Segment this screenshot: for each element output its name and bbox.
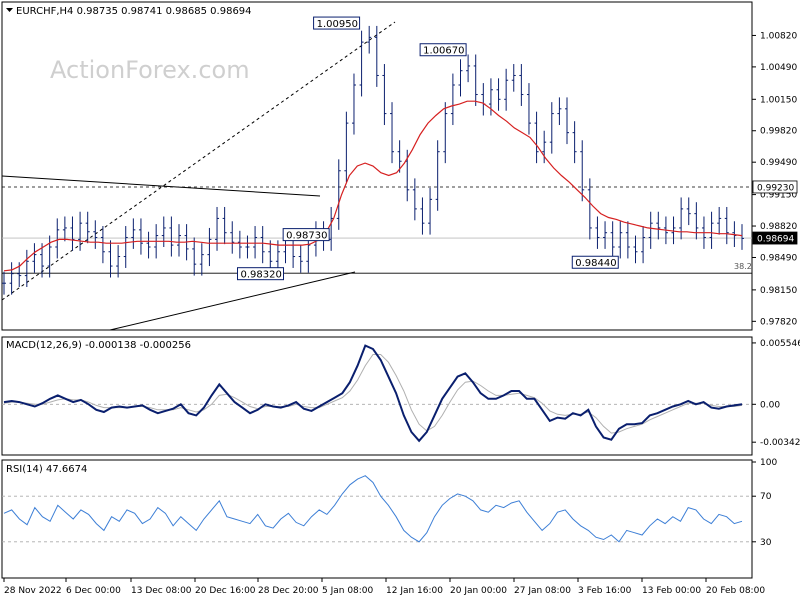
x-tick-label: 12 Jan 16:00 [386, 586, 443, 596]
rsi-header: RSI(14) 47.6674 [6, 464, 87, 475]
price-annotation-label: 1.00670 [423, 46, 464, 57]
price-y-tick-label: 0.99820 [760, 127, 797, 137]
level-price-tag-label: 0.99230 [757, 183, 794, 193]
last-price-tag-label: 0.98694 [757, 235, 794, 245]
macd-header: MACD(12,26,9) -0.000138 -0.000256 [6, 340, 191, 351]
price-y-tick-label: 0.98150 [760, 286, 797, 296]
dotted-trendline [1, 21, 396, 301]
rsi-y-tick-label: 30 [760, 538, 772, 548]
chart-menu-arrow-icon[interactable] [6, 8, 13, 12]
macd-line [3, 344, 743, 443]
price-annotation-label: 0.98440 [575, 258, 616, 269]
price-annotation-box [282, 228, 330, 242]
price-annotation-label: 0.98730 [286, 231, 327, 242]
price-y-tick-label: 1.00150 [760, 95, 797, 105]
price-annotation-label: 0.98320 [241, 270, 282, 281]
x-tick-label: 3 Feb 16:00 [578, 586, 632, 596]
price-annotation-box [237, 267, 285, 281]
x-tick-label: 20 Jan 00:00 [450, 586, 507, 596]
price-y-tick-label: 0.98820 [760, 222, 797, 232]
price-y-tick-label: 1.00490 [760, 63, 797, 73]
rsi-line [3, 475, 743, 543]
price-header: EURCHF,H4 0.98735 0.98741 0.98685 0.9869… [16, 6, 252, 17]
lower-trendline [109, 271, 356, 331]
level-price-tag [752, 180, 798, 194]
upper-trendline [1, 175, 321, 197]
price-y-tick-label: 0.97820 [760, 317, 797, 327]
x-tick-label: 28 Nov 2022 [4, 586, 62, 596]
x-tick-label: 5 Jan 08:00 [322, 586, 374, 596]
x-tick-label: 20 Feb 08:00 [706, 586, 765, 596]
price-y-tick-label: 0.99490 [760, 158, 797, 168]
price-annotation-label: 1.00950 [317, 19, 358, 30]
macd-y-tick-label: -0.003423 [760, 438, 800, 448]
macd-panel [1, 336, 753, 456]
price-y-tick-label: 0.98490 [760, 253, 797, 263]
fibonacci-label: 38.2 [734, 262, 752, 271]
rsi-y-tick-label: 70 [760, 492, 772, 502]
price-y-tick-label: 0.99150 [760, 191, 797, 201]
x-tick-label: 27 Jan 08:00 [514, 586, 571, 596]
price-annotation-box [313, 16, 361, 30]
macd-y-tick-label: 0.005546 [760, 339, 800, 349]
price-annotation-box [419, 43, 467, 57]
rsi-panel [1, 459, 753, 579]
x-tick-label: 20 Dec 16:00 [195, 586, 256, 596]
moving-average-line [3, 100, 743, 272]
x-tick-label: 6 Dec 00:00 [66, 586, 121, 596]
x-tick-label: 28 Dec 20:00 [258, 586, 319, 596]
watermark: ActionForex.com [50, 56, 250, 84]
x-tick-label: 13 Dec 08:00 [131, 586, 192, 596]
price-annotation-box [571, 255, 619, 269]
last-price-tag [752, 231, 798, 245]
price-y-tick-label: 1.00820 [760, 31, 797, 41]
x-tick-label: 13 Feb 00:00 [642, 586, 701, 596]
macd-y-tick-label: 0.00 [760, 400, 780, 410]
rsi-y-tick-label: 100 [760, 458, 777, 468]
